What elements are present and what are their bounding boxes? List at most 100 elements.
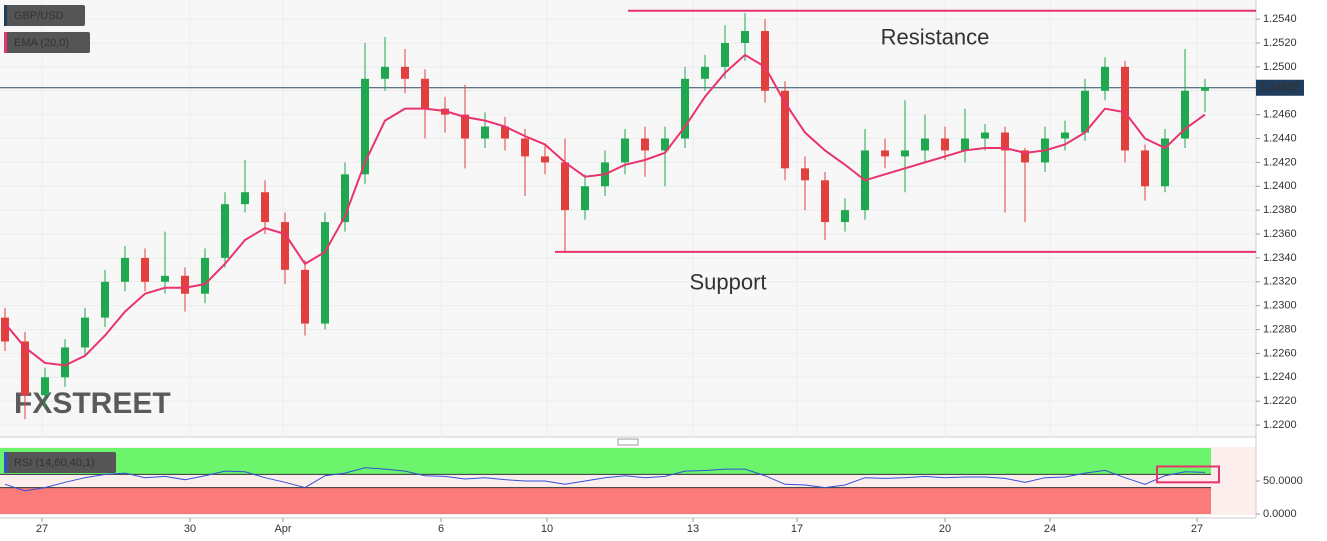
resize-handle[interactable] bbox=[617, 438, 639, 446]
candle-body bbox=[741, 31, 749, 43]
candle-body bbox=[1021, 150, 1029, 163]
x-tick-label: 30 bbox=[184, 523, 196, 535]
legend-label: RSI (14,60,40,1) bbox=[14, 457, 95, 469]
candle-body bbox=[801, 168, 809, 181]
y-tick-label: 0.0000 bbox=[1263, 508, 1297, 520]
x-tick-label: 13 bbox=[687, 523, 699, 535]
y-tick-label: 1.2220 bbox=[1263, 395, 1297, 407]
legend-label: EMA (20,0) bbox=[14, 37, 69, 49]
candle-body bbox=[901, 150, 909, 157]
candle-body bbox=[1061, 132, 1069, 139]
candle-body bbox=[841, 210, 849, 223]
last-price-box bbox=[1256, 79, 1304, 96]
candle-body bbox=[161, 275, 169, 282]
y-tick-label: 1.2500 bbox=[1263, 61, 1297, 73]
candle-body bbox=[61, 347, 69, 378]
candle-body bbox=[621, 138, 629, 163]
y-tick-label: 1.2400 bbox=[1263, 180, 1297, 192]
candle-body bbox=[1121, 66, 1129, 151]
candle-body bbox=[121, 257, 129, 282]
y-tick-label: 1.2540 bbox=[1263, 13, 1297, 25]
candle-body bbox=[641, 138, 649, 151]
x-tick-label: Apr bbox=[274, 523, 291, 535]
candle-body bbox=[541, 156, 549, 163]
candle-body bbox=[1001, 132, 1009, 151]
ema-line bbox=[4, 53, 1206, 367]
price-panel bbox=[0, 0, 1256, 437]
y-tick-label: 1.2520 bbox=[1263, 37, 1297, 49]
candle-body bbox=[721, 42, 729, 67]
candle-body bbox=[821, 180, 829, 223]
y-tick-label: 1.2360 bbox=[1263, 228, 1297, 240]
x-tick-label: 10 bbox=[541, 523, 553, 535]
x-tick-label: 17 bbox=[791, 523, 803, 535]
candle-body bbox=[181, 275, 189, 294]
candle-body bbox=[1141, 150, 1149, 187]
y-tick-label: 1.2260 bbox=[1263, 347, 1297, 359]
candle-body bbox=[561, 162, 569, 211]
legend-box bbox=[4, 32, 90, 53]
candle-body bbox=[781, 90, 789, 169]
candle-body bbox=[1201, 87, 1209, 91]
candle-body bbox=[281, 222, 289, 270]
y-tick-label: 1.2460 bbox=[1263, 109, 1297, 121]
legend-symbol: GBP/USD bbox=[14, 10, 64, 22]
y-tick-label: 1.2420 bbox=[1263, 156, 1297, 168]
candle-body bbox=[1101, 66, 1109, 91]
candle-body bbox=[581, 186, 589, 211]
legend-swatch bbox=[4, 5, 7, 26]
x-tick-label: 24 bbox=[1044, 523, 1056, 535]
candle-body bbox=[261, 192, 269, 223]
x-tick-label: 6 bbox=[438, 523, 444, 535]
candle-body bbox=[1161, 138, 1169, 187]
watermark: FXSTREET bbox=[14, 387, 171, 420]
y-tick-label: 1.2280 bbox=[1263, 323, 1297, 335]
x-tick-label: 27 bbox=[1191, 523, 1203, 535]
candle-body bbox=[661, 138, 669, 151]
candle-body bbox=[681, 78, 689, 139]
candle-body bbox=[221, 204, 229, 258]
candle-body bbox=[481, 126, 489, 139]
candle-body bbox=[401, 66, 409, 79]
x-tick-label: 27 bbox=[36, 523, 48, 535]
candle-body bbox=[421, 78, 429, 109]
candle-body bbox=[501, 126, 509, 139]
candle-body bbox=[1181, 90, 1189, 139]
candle-body bbox=[101, 281, 109, 318]
candle-body bbox=[361, 78, 369, 175]
candle-body bbox=[761, 31, 769, 91]
y-tick-label: 1.2380 bbox=[1263, 204, 1297, 216]
candle-body bbox=[461, 114, 469, 139]
y-tick-label: 1.2440 bbox=[1263, 132, 1297, 144]
candle-body bbox=[81, 317, 89, 348]
highlight-box bbox=[1156, 465, 1220, 484]
legend-box bbox=[4, 5, 85, 26]
upper-zone bbox=[0, 448, 1211, 475]
y-tick-label: 50.0000 bbox=[1263, 475, 1303, 487]
candle-body bbox=[961, 138, 969, 151]
last-price-label: 1.24825 bbox=[1260, 82, 1300, 94]
legend-swatch bbox=[4, 452, 7, 473]
candle-body bbox=[381, 66, 389, 79]
candle-body bbox=[41, 377, 49, 396]
level-label: Resistance bbox=[881, 25, 990, 50]
legend-box bbox=[4, 452, 116, 473]
candle-body bbox=[521, 138, 529, 157]
candle-body bbox=[321, 222, 329, 324]
candle-body bbox=[941, 138, 949, 151]
level-label: Support bbox=[689, 270, 766, 295]
legend-swatch bbox=[4, 32, 7, 53]
candle-body bbox=[1, 317, 9, 342]
candle-body bbox=[141, 257, 149, 282]
candle-body bbox=[881, 150, 889, 157]
rsi-line bbox=[4, 467, 1206, 492]
lower-zone bbox=[0, 487, 1211, 514]
y-tick-label: 1.2340 bbox=[1263, 252, 1297, 264]
y-tick-label: 1.2240 bbox=[1263, 371, 1297, 383]
candle-body bbox=[921, 138, 929, 151]
candle-body bbox=[201, 257, 209, 294]
y-tick-label: 1.2200 bbox=[1263, 419, 1297, 431]
x-tick-label: 20 bbox=[939, 523, 951, 535]
candle-body bbox=[1081, 90, 1089, 133]
